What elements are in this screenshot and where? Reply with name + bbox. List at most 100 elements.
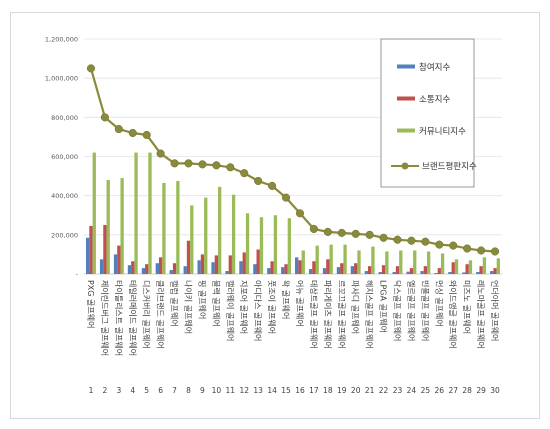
line-point [281, 193, 291, 202]
y-tick-label: 600,000 [51, 153, 78, 161]
bar [113, 254, 118, 274]
x-number-label: 9 [200, 386, 205, 395]
x-number-label: 25 [421, 386, 431, 395]
bar [211, 262, 215, 274]
bar [423, 266, 428, 274]
x-number-label: 16 [295, 386, 305, 395]
x-category-label: 왁 골프웨어 [281, 280, 291, 319]
x-category-label: 어뉴 골프웨어 [295, 280, 305, 327]
bar [385, 251, 389, 274]
bar [378, 272, 382, 274]
bar [336, 267, 341, 274]
x-category-label: 빈폴골프 골프웨어 [420, 280, 430, 341]
bar [392, 272, 396, 274]
line-point [421, 237, 430, 246]
x-number-label: 18 [323, 386, 333, 395]
bar [242, 252, 246, 274]
x-category-label: 레노마골프 골프웨어 [476, 280, 486, 349]
x-number-label: 13 [253, 386, 263, 395]
x-number-label: 11 [226, 386, 236, 395]
x-number-label: 7 [172, 386, 177, 395]
bar [326, 259, 330, 274]
legend-swatch [397, 96, 415, 101]
bar [134, 152, 138, 274]
line-point [309, 224, 318, 234]
bar [329, 244, 333, 274]
bar [231, 194, 236, 274]
line-point [477, 246, 486, 255]
bar [399, 250, 403, 274]
line-point [337, 228, 346, 237]
legend-swatch [397, 64, 415, 69]
bar [120, 178, 124, 274]
bar [214, 255, 219, 274]
x-category-label: 지포어 골프웨어 [239, 280, 249, 334]
bar [395, 266, 400, 274]
bar [364, 271, 368, 274]
bar [301, 250, 305, 274]
bar [413, 250, 417, 274]
bar [354, 263, 358, 274]
legend-label: 브랜드평판지수 [422, 161, 477, 172]
bar [190, 205, 194, 274]
x-category-label: 파리게이츠 골프웨어 [323, 280, 333, 349]
x-number-label: 22 [379, 386, 389, 395]
bar [267, 268, 271, 274]
bar [86, 237, 90, 274]
x-category-label: 먼싱 골프웨어 [434, 280, 444, 327]
x-number-label: 26 [435, 386, 445, 395]
bar [141, 268, 146, 274]
x-category-label: LPGA 골프웨어 [379, 280, 389, 333]
line-point [100, 113, 109, 122]
x-category-label: PXG 골프웨어 [86, 280, 96, 329]
bar [350, 266, 355, 274]
x-number-label: 27 [448, 386, 458, 395]
bar [440, 253, 445, 274]
bar [381, 265, 386, 274]
line-point [323, 227, 332, 236]
bar [357, 250, 361, 274]
bar [406, 271, 410, 274]
line-point [490, 247, 500, 256]
bar [343, 244, 347, 274]
bar [451, 262, 455, 274]
bar [256, 249, 260, 274]
x-number-label: 5 [144, 386, 149, 395]
legend-label: 참여지수 [419, 62, 450, 73]
x-category-label: 캘러웨이 골프웨어 [225, 280, 235, 341]
x-category-label: 나이키 골프웨어 [184, 280, 194, 334]
x-number-label: 2 [103, 386, 108, 395]
x-number-label: 21 [365, 386, 375, 395]
line-point [393, 235, 402, 244]
x-category-label: 블랙 골프웨어 [211, 280, 221, 327]
line-point [114, 125, 123, 134]
line-point [226, 163, 235, 172]
bar [315, 245, 319, 274]
bar [490, 271, 494, 274]
bar [284, 264, 288, 274]
x-number-label: 17 [309, 386, 319, 395]
bar [312, 261, 316, 274]
bar [308, 269, 313, 274]
bar [427, 251, 431, 274]
x-category-label: 클리브랜드 골프웨어 [156, 280, 166, 349]
x-category-label: 캘럽 골프웨어 [170, 280, 180, 327]
legend-box [380, 38, 475, 188]
line-point [156, 149, 165, 158]
line-point [142, 130, 151, 140]
line-point [379, 233, 388, 242]
bar [162, 182, 166, 274]
x-number-label: 29 [476, 386, 486, 395]
line-point [254, 176, 263, 186]
x-number-label: 23 [393, 386, 403, 395]
bar [482, 257, 487, 274]
bar [183, 266, 187, 274]
bar [493, 268, 497, 274]
bar [245, 213, 250, 274]
bar [448, 272, 452, 274]
bar [92, 152, 96, 274]
bar [89, 226, 93, 274]
bar [200, 254, 205, 274]
x-number-label: 12 [239, 386, 249, 395]
bar [169, 270, 173, 274]
